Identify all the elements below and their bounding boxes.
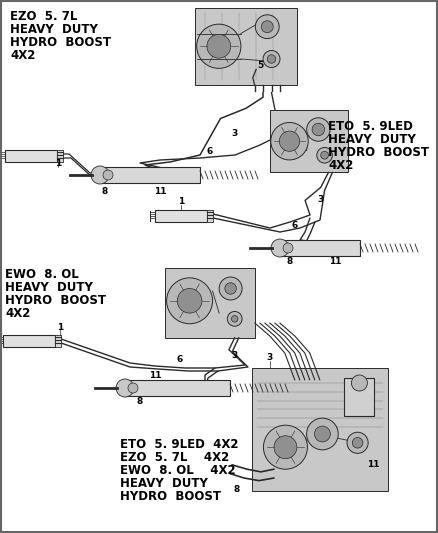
Text: HYDRO  BOOST: HYDRO BOOST: [5, 294, 106, 307]
Circle shape: [321, 151, 328, 159]
Bar: [207, 210, 213, 222]
Text: 5: 5: [258, 61, 264, 70]
Bar: [252, 368, 389, 491]
Text: 11: 11: [329, 257, 341, 266]
Circle shape: [271, 239, 289, 257]
Circle shape: [312, 123, 325, 136]
Text: 4X2: 4X2: [10, 49, 35, 62]
Text: 3: 3: [232, 351, 238, 359]
Bar: [100, 167, 200, 183]
Circle shape: [314, 426, 330, 442]
Circle shape: [352, 438, 363, 448]
Bar: [125, 380, 230, 396]
Circle shape: [231, 316, 238, 322]
Text: 8: 8: [137, 398, 143, 407]
Text: EWO  8. OL    4X2: EWO 8. OL 4X2: [120, 464, 236, 477]
Circle shape: [347, 432, 368, 454]
Circle shape: [351, 375, 367, 391]
Text: 6: 6: [347, 408, 353, 416]
Text: 1: 1: [178, 198, 184, 206]
Text: 8: 8: [287, 257, 293, 266]
Text: EZO  5. 7L    4X2: EZO 5. 7L 4X2: [120, 451, 229, 464]
Circle shape: [207, 34, 231, 58]
Circle shape: [271, 123, 308, 160]
Circle shape: [279, 131, 300, 151]
Circle shape: [267, 55, 276, 63]
Text: HEAVY  DUTY: HEAVY DUTY: [5, 281, 93, 294]
Circle shape: [307, 418, 338, 450]
Text: ETO  5. 9LED  4X2: ETO 5. 9LED 4X2: [120, 438, 239, 451]
Circle shape: [274, 436, 297, 458]
Text: 3: 3: [266, 353, 273, 362]
Bar: [344, 378, 374, 416]
Text: 1: 1: [57, 322, 63, 332]
Bar: [165, 268, 255, 338]
Text: 6: 6: [177, 356, 183, 365]
Text: EWO  8. OL: EWO 8. OL: [5, 268, 79, 281]
Text: HEAVY  DUTY: HEAVY DUTY: [328, 133, 416, 146]
Text: HYDRO  BOOST: HYDRO BOOST: [10, 36, 111, 49]
Circle shape: [307, 118, 330, 141]
Text: 4X2: 4X2: [328, 159, 353, 172]
Bar: [280, 240, 360, 256]
Circle shape: [103, 170, 113, 180]
Text: 4X2: 4X2: [5, 307, 30, 320]
Circle shape: [227, 311, 242, 326]
Text: 3: 3: [232, 128, 238, 138]
Text: 8: 8: [102, 187, 108, 196]
Circle shape: [225, 283, 237, 294]
Circle shape: [197, 24, 241, 68]
Circle shape: [263, 425, 307, 469]
Text: HYDRO  BOOST: HYDRO BOOST: [328, 146, 429, 159]
Bar: [270, 110, 348, 172]
Circle shape: [317, 148, 332, 163]
Text: 11: 11: [154, 187, 166, 196]
Bar: [5, 150, 57, 162]
Circle shape: [283, 243, 293, 253]
Circle shape: [166, 278, 212, 324]
Text: 1: 1: [55, 158, 61, 167]
Bar: [155, 210, 207, 222]
Circle shape: [128, 383, 138, 393]
Circle shape: [91, 166, 109, 184]
Text: 3: 3: [317, 196, 323, 205]
Circle shape: [177, 288, 202, 313]
Circle shape: [263, 51, 280, 68]
Text: HYDRO  BOOST: HYDRO BOOST: [120, 490, 221, 503]
Circle shape: [261, 21, 273, 33]
Circle shape: [219, 277, 242, 300]
Bar: [3, 335, 55, 347]
Text: EZO  5. 7L: EZO 5. 7L: [10, 10, 78, 23]
Text: 11: 11: [367, 461, 379, 469]
Text: ETO  5. 9LED: ETO 5. 9LED: [328, 120, 413, 133]
Text: 11: 11: [149, 370, 161, 379]
Text: 8: 8: [234, 486, 240, 495]
Text: HEAVY  DUTY: HEAVY DUTY: [120, 477, 208, 490]
Circle shape: [255, 15, 279, 38]
Text: 6: 6: [292, 221, 298, 230]
Circle shape: [116, 379, 134, 397]
Bar: [195, 8, 297, 85]
Text: 6: 6: [207, 148, 213, 157]
Text: HEAVY  DUTY: HEAVY DUTY: [10, 23, 98, 36]
Bar: [57, 150, 63, 162]
Bar: [55, 335, 61, 347]
